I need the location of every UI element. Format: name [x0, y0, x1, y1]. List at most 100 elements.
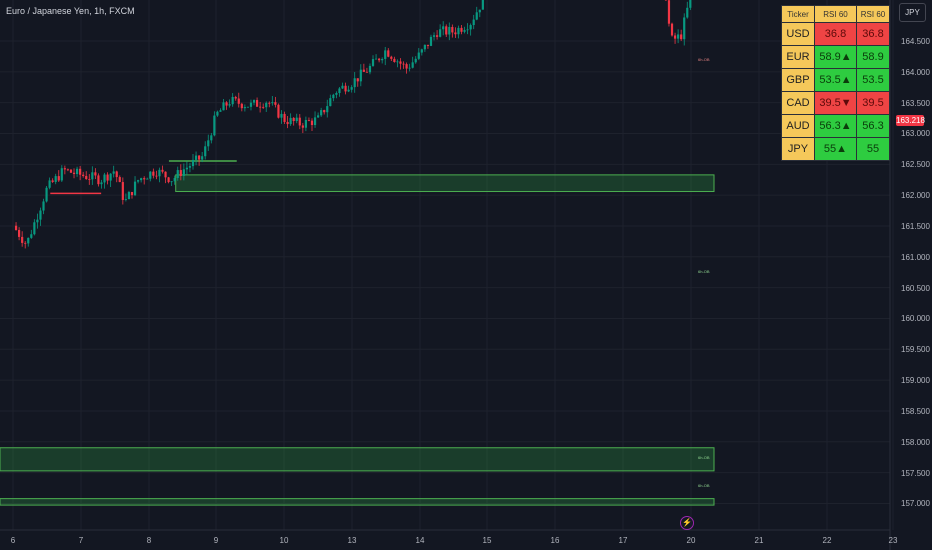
y-tick-label: 164.000	[901, 67, 930, 77]
candle-body	[130, 192, 134, 196]
x-tick-label: 15	[482, 536, 492, 545]
candle-body	[82, 174, 85, 176]
header-rsi-b: RSI 60	[856, 5, 890, 23]
y-tick-label: 162.500	[901, 160, 930, 170]
candle-body	[341, 85, 344, 89]
x-tick-label: 8	[146, 536, 152, 545]
candle-body	[277, 104, 280, 118]
flash-icon[interactable]: ⚡	[680, 516, 694, 530]
y-tick-label: 159.500	[901, 345, 930, 355]
candle-body	[198, 155, 201, 160]
candle-body	[463, 30, 466, 32]
candle-body	[222, 102, 225, 111]
rsi-row: USD 36.8 36.8	[781, 22, 890, 46]
y-tick-label: 163.000	[901, 129, 930, 139]
candle-body	[167, 177, 170, 183]
demand-zone	[175, 174, 715, 193]
candle-body	[179, 170, 182, 177]
candle-body	[97, 175, 100, 185]
candle-body	[399, 61, 402, 64]
candle-body	[194, 155, 198, 160]
candle-body	[234, 96, 237, 99]
candle-body	[94, 172, 97, 176]
candle-body	[426, 44, 430, 46]
candle-body	[271, 102, 274, 104]
candle-body	[680, 34, 683, 40]
candle-body	[51, 180, 54, 182]
candle-body	[27, 237, 30, 244]
candle-body	[14, 225, 18, 231]
y-tick-label: 160.500	[901, 283, 930, 293]
candle-body	[91, 172, 94, 180]
candle-body	[249, 102, 253, 107]
candle-body	[304, 120, 307, 128]
candle-body	[63, 168, 66, 170]
candle-body	[118, 177, 121, 183]
candle-body	[240, 103, 243, 109]
demand-zone	[0, 447, 715, 472]
candle-body	[225, 102, 228, 106]
candle-body	[396, 61, 399, 63]
y-tick-label: 163.500	[901, 98, 930, 108]
candle-body	[368, 65, 372, 73]
x-tick-label: 14	[415, 536, 425, 545]
rsi-value-cell: 55▲	[814, 137, 857, 161]
candle-body	[469, 25, 472, 30]
y-tick-label: 164.500	[901, 37, 930, 46]
ticker-cell: CAD	[781, 91, 815, 115]
candle-body	[359, 69, 362, 82]
candle-body	[112, 171, 115, 174]
candle-body	[338, 88, 341, 94]
candle-body	[109, 173, 112, 181]
candle-body	[420, 49, 423, 53]
candle-body	[191, 159, 195, 167]
rsi-value-cell: 56.3▲	[814, 114, 857, 138]
candle-body	[115, 171, 118, 178]
candle-body	[201, 156, 204, 160]
candle-body	[429, 36, 433, 46]
trend-arrow-icon: ▲	[840, 120, 852, 132]
zone-label: 6h-OB	[698, 483, 710, 488]
candle-body	[289, 117, 292, 125]
candle-body	[301, 125, 304, 128]
candle-body	[173, 178, 176, 182]
zone-label: 6h-OB	[698, 57, 710, 62]
candle-body	[478, 9, 481, 13]
candle-body	[60, 168, 63, 181]
candle-body	[219, 110, 222, 112]
rsi-value-cell: 55	[856, 137, 890, 161]
candle-body	[188, 166, 192, 168]
candle-body	[48, 180, 51, 188]
candle-body	[161, 169, 164, 172]
rsi-row: GBP 53.5▲ 53.5	[781, 68, 890, 92]
candle-body	[121, 182, 124, 200]
candle-body	[33, 222, 36, 235]
candle-body	[310, 120, 314, 126]
candle-body	[460, 27, 463, 32]
candle-body	[124, 199, 127, 200]
candle-body	[481, 0, 484, 10]
candle-body	[405, 64, 408, 69]
ticker-cell: AUD	[781, 114, 815, 138]
ticker-cell: USD	[781, 22, 815, 46]
candle-body	[54, 176, 57, 182]
symbol-button[interactable]: JPY	[899, 3, 926, 22]
ticker-cell: JPY	[781, 137, 815, 161]
candle-body	[204, 146, 207, 157]
rsi-value-cell: 56.3	[856, 114, 890, 138]
candle-body	[136, 180, 140, 182]
candle-body	[393, 58, 396, 63]
candle-body	[353, 78, 356, 88]
candle-body	[686, 7, 689, 18]
candle-body	[231, 96, 234, 105]
candle-body	[66, 169, 70, 171]
candle-body	[387, 50, 390, 57]
candle-body	[262, 106, 265, 108]
candle-body	[365, 71, 369, 73]
candle-body	[280, 113, 283, 118]
candle-body	[18, 230, 21, 237]
rsi-value-cell: 58.9	[856, 45, 890, 69]
y-tick-label: 161.500	[901, 221, 930, 231]
candle-body	[320, 110, 323, 116]
